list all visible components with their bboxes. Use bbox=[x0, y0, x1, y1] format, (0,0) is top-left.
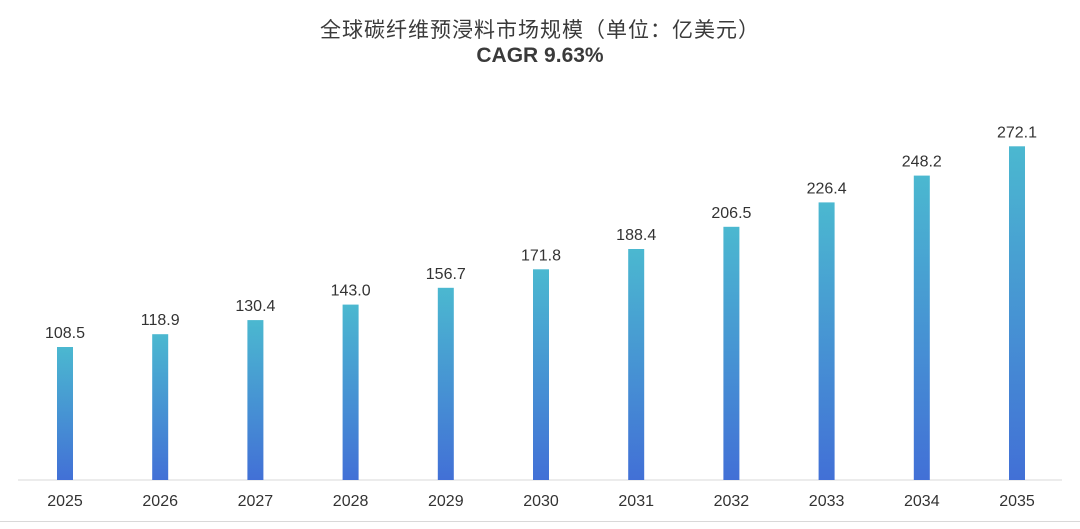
bar-2027 bbox=[247, 320, 264, 480]
x-tick-label-2034: 2034 bbox=[904, 493, 940, 510]
value-label-2035: 272.1 bbox=[997, 124, 1037, 141]
value-labels-group: 108.5 118.9 130.4 143.0 156.7 171.8 188.4 206.5… bbox=[45, 124, 1037, 342]
bars-group bbox=[57, 146, 1025, 481]
bar-2035 bbox=[1009, 146, 1025, 481]
x-tick-labels-group: 2025 2026 2027 2028 2029 2030 2031 2032 2033 2034… bbox=[47, 493, 1035, 510]
x-tick-label-2027: 2027 bbox=[238, 493, 274, 510]
x-tick-label-2029: 2029 bbox=[428, 493, 464, 510]
value-label-2027: 130.4 bbox=[235, 298, 275, 315]
x-tick-label-2028: 2028 bbox=[333, 493, 369, 510]
value-label-2026: 118.9 bbox=[141, 312, 180, 329]
bar-2030 bbox=[533, 269, 549, 480]
value-label-2033: 226.4 bbox=[807, 180, 847, 197]
x-tick-label-2033: 2033 bbox=[809, 493, 845, 510]
x-tick-label-2031: 2031 bbox=[618, 493, 654, 510]
value-label-2029: 156.7 bbox=[426, 266, 466, 283]
bar-2032 bbox=[723, 226, 740, 480]
bar-2028 bbox=[342, 304, 359, 480]
bar-2025 bbox=[57, 347, 73, 480]
bar-2033 bbox=[818, 202, 835, 480]
value-label-2030: 171.8 bbox=[521, 247, 561, 264]
value-label-2032: 206.5 bbox=[711, 205, 751, 222]
value-label-2031: 188.4 bbox=[616, 227, 656, 244]
x-tick-label-2032: 2032 bbox=[714, 493, 750, 510]
x-tick-label-2030: 2030 bbox=[523, 493, 559, 510]
x-tick-label-2025: 2025 bbox=[47, 493, 83, 510]
bottom-divider bbox=[0, 521, 1080, 522]
chart-title: 全球碳纤维预浸料市场规模（单位：亿美元） bbox=[320, 18, 760, 42]
bar-2029 bbox=[437, 287, 454, 480]
value-label-2034: 248.2 bbox=[902, 154, 942, 171]
value-label-2025: 108.5 bbox=[45, 325, 85, 342]
x-tick-label-2026: 2026 bbox=[142, 493, 178, 510]
bar-2026 bbox=[152, 334, 169, 480]
bar-2031 bbox=[628, 249, 645, 480]
chart-subtitle: CAGR 9.63% bbox=[476, 44, 604, 67]
value-label-2028: 143.0 bbox=[331, 283, 371, 300]
x-tick-label-2035: 2035 bbox=[999, 493, 1035, 510]
bar-2034 bbox=[913, 175, 930, 480]
